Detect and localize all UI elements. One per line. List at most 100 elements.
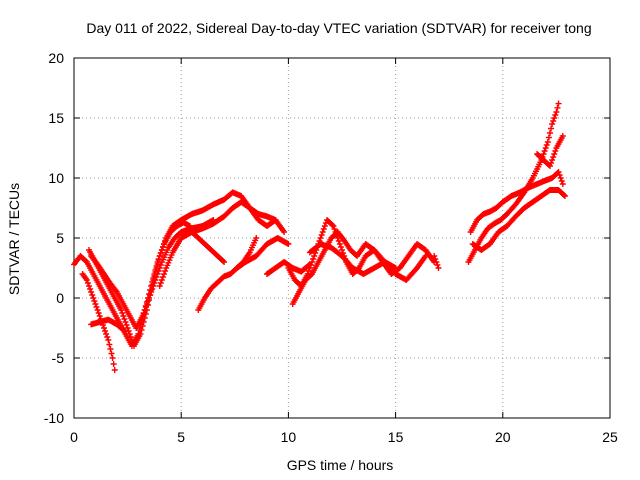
y-tick-label: -10 (44, 410, 64, 426)
data-point (143, 301, 150, 307)
data-point (128, 337, 135, 343)
data-point (96, 313, 103, 319)
data-point (101, 325, 108, 331)
data-point (151, 280, 158, 286)
data-point (156, 265, 163, 271)
data-point (119, 310, 126, 316)
data-point (548, 125, 555, 132)
data-point (157, 280, 164, 286)
data-point (139, 323, 146, 329)
data-point (155, 268, 162, 274)
data-point (548, 160, 555, 166)
data-point (148, 289, 155, 295)
data-point (162, 238, 169, 244)
data-point (123, 322, 130, 328)
data-point (392, 265, 399, 271)
y-tick-label: 15 (48, 110, 64, 126)
data-point (93, 304, 100, 310)
data-point (87, 286, 94, 292)
data-point (122, 328, 129, 335)
data-point (121, 316, 128, 322)
data-point (433, 259, 440, 265)
data-point (95, 310, 102, 316)
data-point (321, 223, 328, 229)
data-point (550, 118, 557, 124)
data-point (330, 223, 337, 229)
data-point (159, 244, 166, 250)
data-point (141, 307, 148, 313)
data-point (147, 292, 154, 298)
data-point (550, 154, 557, 160)
data-point (285, 241, 292, 247)
series-track-06 (156, 199, 288, 289)
data-point (331, 226, 338, 232)
data-point (118, 307, 125, 313)
data-point (139, 313, 146, 319)
y-tick-label: 20 (48, 50, 64, 66)
data-point (561, 193, 568, 199)
data-point (434, 262, 441, 268)
data-point (545, 134, 552, 141)
data-point (102, 328, 109, 334)
data-point (339, 247, 345, 253)
x-tick-label: 5 (177, 429, 185, 445)
data-point (422, 253, 429, 259)
data-point (149, 286, 156, 292)
y-axis-label: SDTVAR / TECUs (6, 183, 22, 295)
data-point (543, 142, 550, 148)
data-point (144, 298, 151, 304)
data-point (83, 277, 90, 283)
x-tick-label: 20 (495, 429, 511, 445)
data-point (546, 130, 553, 136)
data-point (154, 271, 161, 277)
data-point (320, 226, 327, 232)
data-point (105, 337, 112, 343)
data-point (157, 250, 164, 256)
data-point (542, 145, 549, 151)
data-point (91, 298, 98, 304)
data-point (549, 157, 556, 163)
data-point (435, 265, 442, 271)
data-point (157, 262, 164, 268)
data-point (161, 271, 168, 277)
data-point (253, 235, 260, 241)
data-point (122, 319, 129, 325)
data-point (546, 163, 553, 169)
data-point (127, 334, 134, 340)
x-tick-label: 10 (281, 429, 297, 445)
series-track-14 (431, 253, 442, 271)
axis-ticks (73, 57, 611, 419)
data-points (71, 100, 568, 373)
data-point (88, 289, 95, 295)
data-point (281, 229, 288, 235)
data-point (92, 301, 99, 307)
data-point (556, 172, 563, 178)
data-point (559, 181, 566, 187)
data-point (319, 229, 326, 235)
data-point (554, 104, 561, 111)
data-point (335, 238, 342, 244)
data-point (124, 325, 131, 331)
series-track-09 (233, 235, 292, 271)
y-tick-label: 5 (56, 230, 64, 246)
series-track-05 (88, 316, 129, 335)
data-point (106, 341, 113, 348)
data-point (111, 367, 118, 373)
data-point (337, 244, 344, 250)
data-point (158, 247, 165, 253)
x-axis-label: GPS time / hours (287, 457, 394, 473)
data-point (544, 139, 551, 145)
data-point (107, 346, 114, 352)
data-point (555, 169, 562, 175)
data-point (307, 262, 314, 268)
data-point (317, 235, 324, 241)
data-point (158, 277, 165, 283)
y-tick-label: 10 (48, 170, 64, 186)
data-point (161, 241, 168, 247)
data-point (553, 109, 560, 115)
axis-tick-labels: 0 5 10 15 20 25 -10 -5 0 5 10 15 20 (44, 50, 618, 445)
x-tick-label: 15 (388, 429, 404, 445)
data-point (154, 261, 161, 267)
data-point (431, 253, 438, 259)
